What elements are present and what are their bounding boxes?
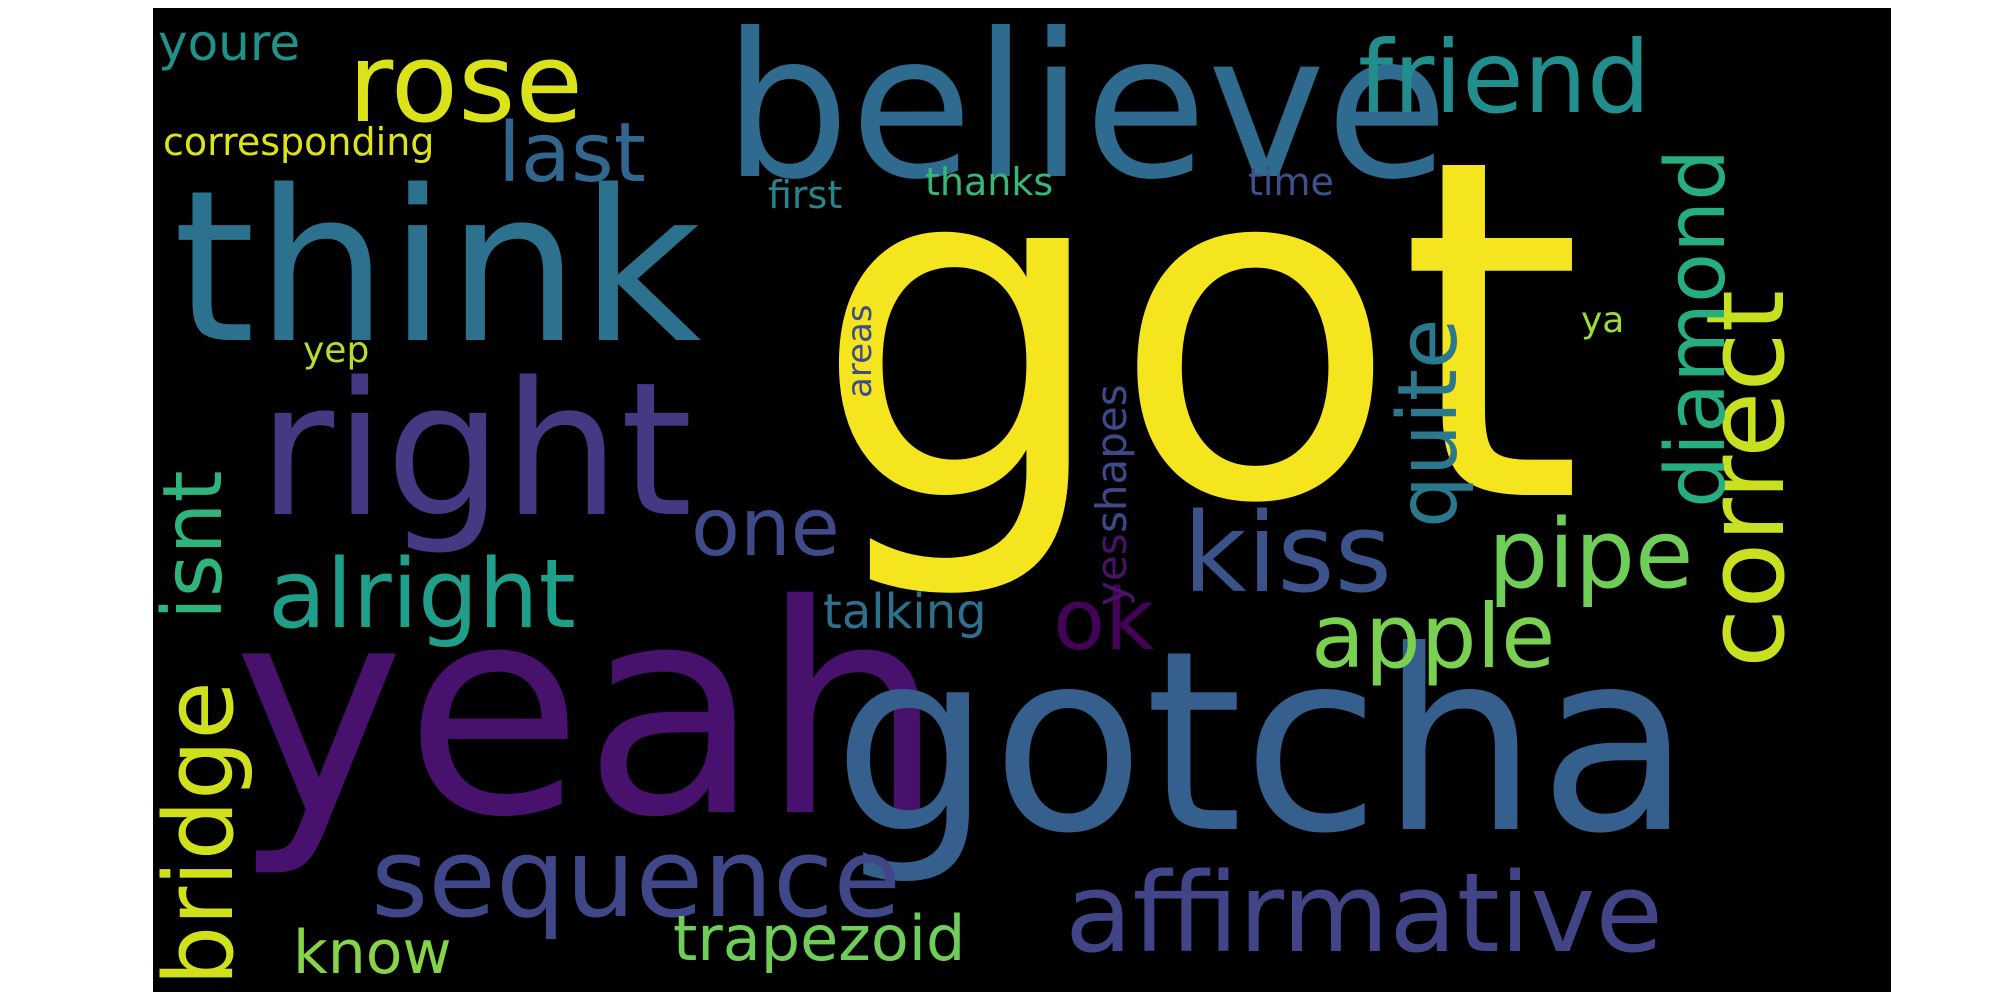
word-quite: quite xyxy=(1381,318,1476,528)
word-ya: ya xyxy=(1581,300,1625,341)
word-apple: apple xyxy=(1311,585,1556,688)
word-right: right xyxy=(258,342,693,558)
word-think: think xyxy=(173,145,702,390)
word-ok: ok xyxy=(1053,571,1155,670)
word-affirmative: affirmative xyxy=(1065,849,1664,977)
word-rose: rose xyxy=(348,19,584,147)
word-areas: areas xyxy=(840,304,880,398)
word-isnt: isnt xyxy=(153,470,241,620)
word-corresponding: corresponding xyxy=(163,120,435,164)
word-bridge: bridge xyxy=(153,681,255,986)
word-trapezoid: trapezoid xyxy=(673,902,966,975)
word-shapes: shapes xyxy=(1087,384,1136,533)
word-yes: yes xyxy=(1087,533,1136,606)
word-friend: friend xyxy=(1358,19,1651,136)
word-gotcha: gotcha xyxy=(833,597,1692,888)
word-thanks: thanks xyxy=(925,160,1054,204)
word-youre: youre xyxy=(158,14,301,72)
word-alright: alright xyxy=(268,540,576,650)
word-kiss: kiss xyxy=(1183,489,1392,617)
word-yeah: yeah xyxy=(233,544,945,881)
word-talking: talking xyxy=(823,584,987,640)
word-first: first xyxy=(768,173,843,217)
word-pipe: pipe xyxy=(1488,500,1694,610)
word-got: got xyxy=(813,59,1584,606)
word-yep: yep xyxy=(303,330,370,371)
word-believe: believe xyxy=(723,8,1449,224)
word-know: know xyxy=(293,918,452,988)
word-sequence: sequence xyxy=(371,814,902,942)
word-time: time xyxy=(1248,160,1334,204)
word-last: last xyxy=(498,106,646,201)
word-cloud: got yeah gotcha think believe right rose… xyxy=(153,8,1891,992)
word-diamond: diamond xyxy=(1649,148,1744,508)
word-one: one xyxy=(691,481,840,574)
